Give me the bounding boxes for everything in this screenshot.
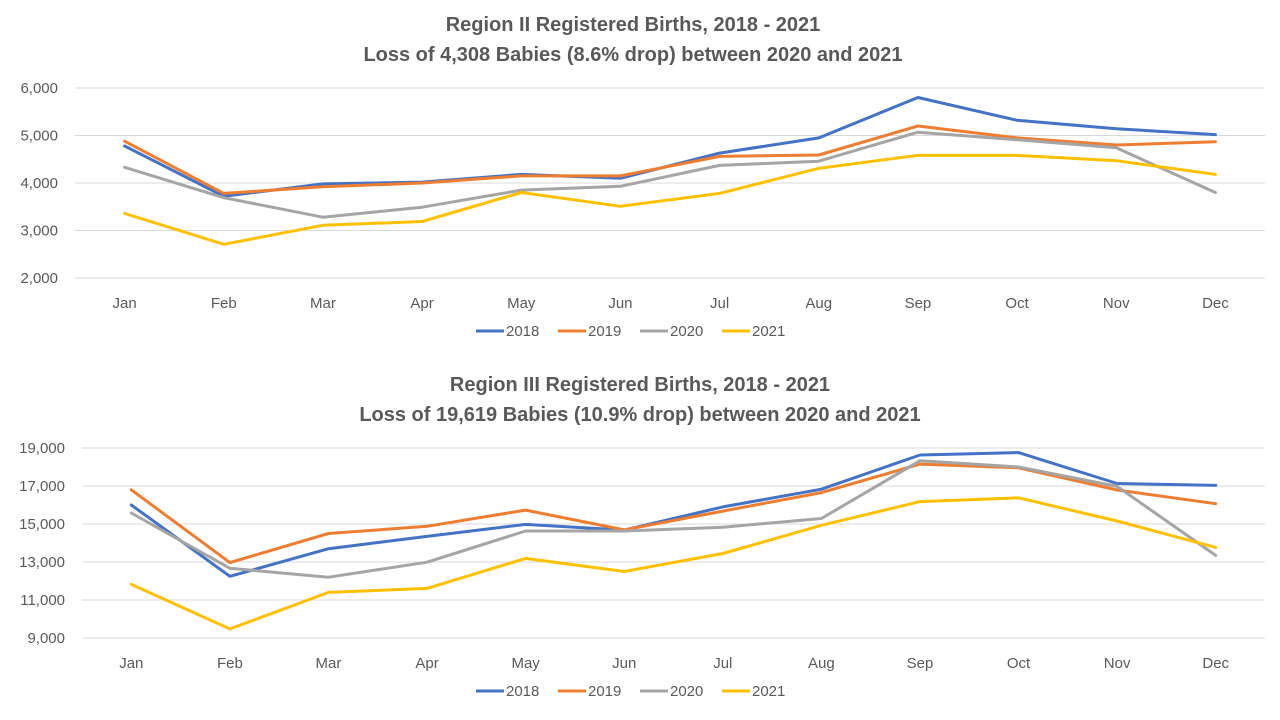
series-line-2020 [123,130,1217,219]
x-tick-label: Nov [1103,295,1130,312]
x-tick-label: Aug [808,655,835,672]
x-tick-label: Jul [713,655,732,672]
series-line-2018 [123,96,1217,198]
legend-label: 2018 [506,683,539,700]
x-tick-label: Apr [410,295,433,312]
y-tick-label: 9,000 [27,630,65,647]
y-tick-label: 17,000 [19,478,65,495]
x-tick-label: Dec [1202,295,1229,312]
legend-item-2020: 2020 [640,683,703,700]
x-tick-label: Jan [119,655,143,672]
legend-label: 2019 [588,683,621,700]
chart-2: 9,000 11,000 13,000 15,000 17,000 19,000 Jan Fe… [19,440,1265,700]
legend-item-2020: 2020 [640,323,703,340]
legend-label: 2018 [506,323,539,340]
x-tick-label: Sep [907,655,934,672]
legend-item-2018: 2018 [476,323,539,340]
series-line-2021 [123,153,1217,246]
plot-layer: 2,000 3,000 4,000 5,000 6,000 Jan Feb Mar Apr May… [19,80,1265,700]
y-tick-label: 2,000 [20,270,58,287]
legend-label: 2019 [588,323,621,340]
y-tick-label: 19,000 [19,440,65,457]
x-tick-label: Jun [608,295,632,312]
x-tick-label: Jun [612,655,636,672]
chart-1: 2,000 3,000 4,000 5,000 6,000 Jan Feb Mar Apr May… [20,80,1265,340]
legend-label: 2021 [752,683,785,700]
x-tick-label: May [511,655,540,672]
y-tick-label: 6,000 [20,80,58,97]
x-tick-label: Oct [1007,655,1031,672]
x-tick-label: Mar [310,295,336,312]
chart-subtitle: Loss of 19,619 Babies (10.9% drop) betwe… [359,404,920,426]
series-line-2019 [123,124,1217,195]
y-tick-label: 4,000 [20,175,58,192]
legend-item-2019: 2019 [558,323,621,340]
y-tick-label: 11,000 [20,592,65,609]
y-tick-label: 5,000 [20,128,58,145]
x-tick-label: Dec [1202,655,1229,672]
x-tick-label: Oct [1005,295,1029,312]
x-tick-label: Jul [710,295,729,312]
legend-item-2021: 2021 [722,323,785,340]
legend-label: 2020 [670,683,703,700]
legend-item-2019: 2019 [558,683,621,700]
x-tick-label: Apr [415,655,438,672]
legend-label: 2020 [670,323,703,340]
x-tick-label: Feb [217,655,243,672]
y-tick-label: 15,000 [19,516,65,533]
series-line-2019 [129,462,1218,565]
y-tick-label: 13,000 [19,554,65,571]
x-tick-label: Mar [316,655,342,672]
x-tick-label: Feb [211,295,237,312]
chart-subtitle: Loss of 4,308 Babies (8.6% drop) between… [363,44,902,66]
y-tick-label: 3,000 [20,223,58,240]
x-tick-label: May [507,295,536,312]
x-tick-label: Nov [1104,655,1131,672]
legend-item-2021: 2021 [722,683,785,700]
series-line-2020 [129,459,1218,579]
x-tick-label: Aug [805,295,832,312]
series-line-2021 [129,496,1218,631]
legend-label: 2021 [752,323,785,340]
x-tick-label: Jan [112,295,136,312]
chart-title: Region III Registered Births, 2018 - 202… [450,374,830,396]
series-line-2018 [129,451,1218,578]
legend-item-2018: 2018 [476,683,539,700]
chart-title: Region II Registered Births, 2018 - 2021 [446,14,821,36]
x-tick-label: Sep [905,295,932,312]
